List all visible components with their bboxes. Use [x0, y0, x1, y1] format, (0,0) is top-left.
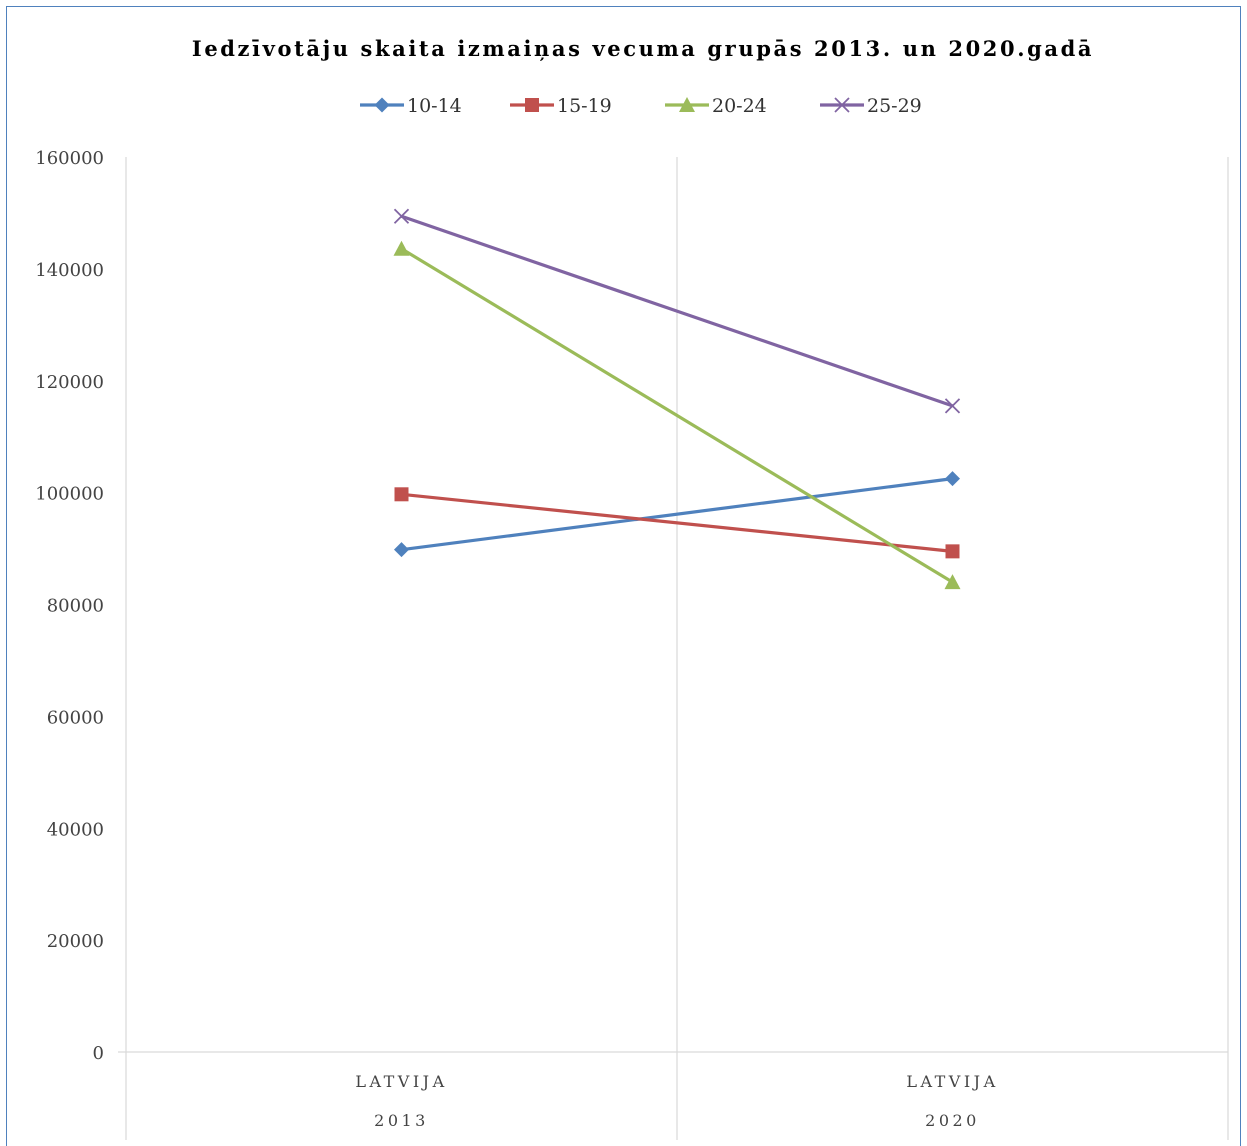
data-point-20-24	[393, 240, 410, 256]
legend-label: 25-29	[867, 95, 922, 117]
y-tick-label: 60000	[47, 707, 104, 728]
y-tick-label: 40000	[47, 819, 104, 840]
y-tick-label: 120000	[35, 372, 104, 393]
data-point-15-19	[394, 487, 409, 502]
x-tick-label-region: LATVIJA	[906, 1072, 998, 1091]
data-point-20-24	[944, 574, 961, 590]
y-tick-label: 0	[93, 1043, 104, 1064]
marker-stroke	[944, 398, 961, 414]
legend-label: 10-14	[407, 95, 462, 117]
legend: 10-14 15-19 20-24 25-29	[360, 95, 922, 117]
legend-item-25-29: 25-29	[820, 95, 922, 117]
marker-stroke	[834, 97, 850, 113]
series-line-20-24	[400, 247, 954, 584]
data-point-25-29	[944, 398, 961, 414]
legend-item-20-24: 20-24	[665, 95, 767, 117]
series-line-10-14	[401, 477, 953, 552]
x-tick-label-year: 2020	[925, 1111, 980, 1130]
legend-marker	[525, 98, 539, 112]
data-point-25-29	[393, 208, 410, 224]
chart-frame	[6, 6, 1241, 1146]
legend-marker	[374, 97, 390, 113]
legend-label: 15-19	[557, 95, 612, 117]
series-line-15-19	[401, 492, 953, 553]
x-tick-label-year: 2013	[374, 1111, 429, 1130]
y-tick-label: 160000	[35, 148, 104, 169]
legend-marker	[679, 97, 695, 112]
legend-item-15-19: 15-19	[510, 95, 612, 117]
y-tick-label: 100000	[35, 484, 104, 505]
legend-marker	[834, 97, 850, 113]
y-tick-label: 140000	[35, 260, 104, 281]
series-line-25-29	[400, 214, 954, 408]
chart-title: Iedzīvotāju skaita izmaiņas vecuma grupā…	[192, 36, 1094, 61]
plot-area: 0 20000 40000 60000 80000 100000 120000 140000 1…	[35, 148, 1229, 1140]
y-tick-label: 20000	[47, 931, 104, 952]
legend-item-10-14: 10-14	[360, 95, 462, 117]
marker-stroke	[393, 208, 410, 224]
y-tick-label: 80000	[47, 596, 104, 617]
data-point-10-14	[945, 471, 960, 487]
data-point-10-14	[394, 542, 409, 558]
legend-label: 20-24	[712, 95, 767, 117]
x-tick-label-region: LATVIJA	[355, 1072, 447, 1091]
data-point-15-19	[945, 544, 960, 559]
